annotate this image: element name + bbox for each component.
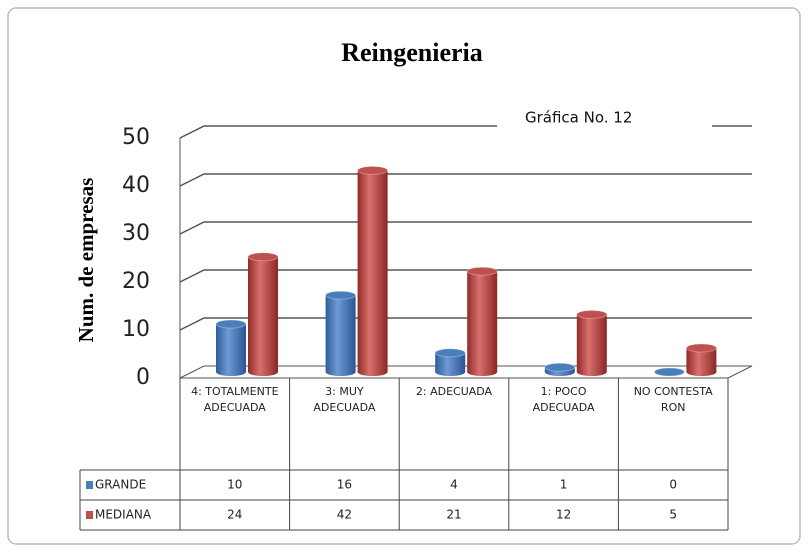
table-value: 24 [227, 508, 242, 522]
bar-top [544, 362, 576, 372]
bar [467, 271, 498, 372]
bar-top [466, 266, 498, 276]
y-tick-label: 20 [122, 269, 150, 294]
bar-group [357, 165, 389, 376]
bar [576, 314, 607, 372]
bar-top [215, 319, 247, 329]
bar-group [466, 266, 498, 376]
x-tick-label: 4: TOTALMENTE ADECUADA [191, 385, 279, 414]
bar-group [685, 343, 717, 376]
table-value: 42 [337, 508, 352, 522]
table-value: 4 [450, 478, 458, 492]
table-value: 12 [556, 508, 571, 522]
y-tick-label: 30 [122, 221, 150, 246]
annotation: Gráfica No. 12 [525, 109, 632, 127]
bar-top [685, 343, 717, 353]
y-axis-label: Num. de empresas [74, 178, 98, 343]
category-cell: NO CONTESTA RON [633, 385, 713, 414]
legend-swatch [86, 481, 93, 489]
chart-title: Reingenieria [341, 38, 483, 67]
table-value: 21 [446, 508, 461, 522]
floor [179, 365, 753, 379]
bar-top [653, 367, 685, 377]
category-cell: 3: MUY ADECUADA [313, 385, 376, 414]
category-cell: 1: POCO ADECUADA [532, 385, 595, 414]
bar [248, 256, 278, 372]
x-tick-label: 3: MUY ADECUADA [313, 385, 376, 414]
bar-top [576, 309, 608, 319]
bar [357, 170, 388, 372]
bar-group [576, 309, 608, 376]
category-cell: 2: ADECUADA [415, 385, 493, 398]
table-value: 16 [337, 478, 352, 492]
bar-group [325, 290, 357, 376]
table-value: 1 [560, 478, 568, 492]
bar [216, 324, 246, 372]
bar-group [215, 319, 247, 376]
y-tick-label: 50 [122, 125, 150, 150]
bar [435, 352, 466, 372]
bar-top [434, 348, 466, 358]
grid-line [179, 269, 752, 283]
grid-line [179, 173, 752, 187]
grid-line [179, 221, 752, 235]
bar-group [544, 362, 576, 376]
y-tick-label: 10 [122, 317, 150, 342]
x-tick-label: NO CONTESTA RON [633, 385, 713, 414]
x-tick-label: 2: ADECUADA [415, 385, 493, 398]
bar [325, 295, 356, 372]
bar-top [357, 165, 389, 175]
annotation-box [497, 100, 712, 166]
category-cell: 4: TOTALMENTE ADECUADA [191, 385, 279, 414]
legend-label: MEDIANA [95, 508, 152, 522]
table-value: 0 [669, 478, 677, 492]
table-value: 5 [669, 508, 677, 522]
legend-label: GRANDE [95, 478, 146, 492]
bar-group [434, 348, 466, 376]
bar-top [325, 290, 357, 300]
bar-top [247, 252, 279, 262]
bar-group [247, 252, 279, 376]
bar-group [653, 367, 685, 377]
y-tick-label: 40 [122, 173, 150, 198]
y-tick-label: 0 [136, 365, 150, 390]
legend-swatch [86, 511, 93, 519]
x-tick-label: 1: POCO ADECUADA [532, 385, 595, 414]
grid-line [179, 317, 752, 331]
table-value: 10 [227, 478, 242, 492]
